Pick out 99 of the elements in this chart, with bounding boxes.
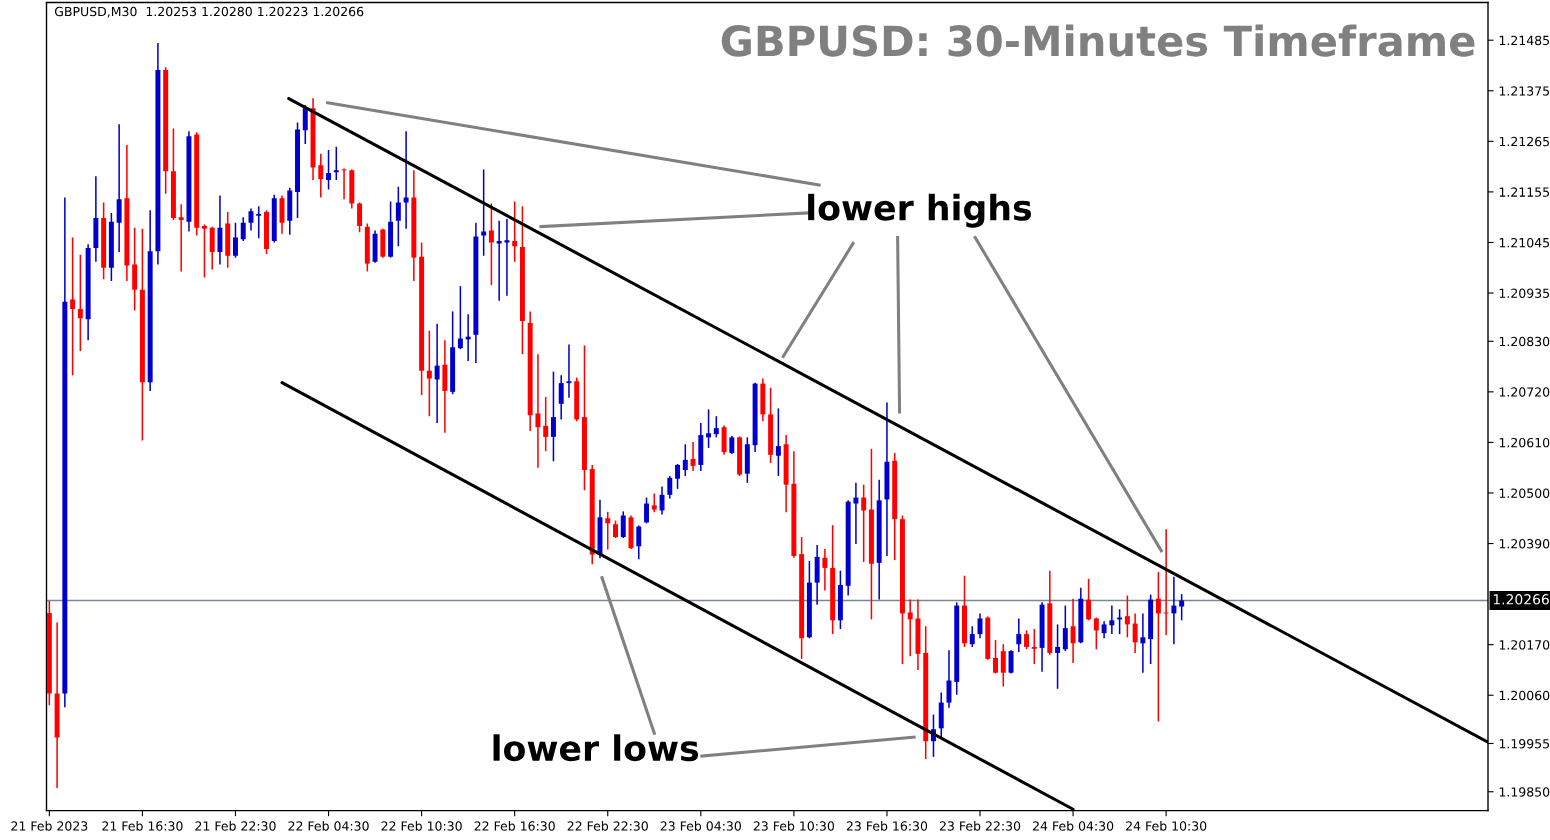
y-tick-label: 1.19955 bbox=[1499, 738, 1550, 749]
candlestick bbox=[969, 625, 975, 648]
candlestick bbox=[907, 598, 913, 657]
candlestick bbox=[675, 463, 681, 490]
candlestick bbox=[496, 220, 502, 302]
candlestick bbox=[690, 441, 696, 472]
candlestick bbox=[1109, 604, 1115, 635]
candlestick bbox=[357, 201, 363, 234]
candlestick bbox=[395, 186, 401, 247]
candlestick bbox=[178, 203, 184, 273]
candlestick bbox=[636, 524, 642, 560]
candlestick bbox=[861, 483, 867, 563]
y-tick-label: 1.20720 bbox=[1499, 387, 1550, 397]
x-tick-label: 23 Feb 16:30 bbox=[846, 821, 928, 831]
y-tick-label: 1.20935 bbox=[1499, 288, 1550, 298]
candlestick bbox=[682, 443, 688, 477]
candlestick bbox=[550, 370, 556, 463]
x-tick-label: 22 Feb 10:30 bbox=[381, 821, 462, 831]
candlestick bbox=[651, 492, 657, 514]
x-tick-label: 22 Feb 16:30 bbox=[474, 821, 555, 831]
y-tick-label: 1.20610 bbox=[1499, 437, 1550, 448]
candlestick bbox=[644, 496, 649, 525]
candlestick bbox=[667, 475, 673, 500]
candlestick bbox=[543, 396, 549, 452]
x-tick-label: 21 Feb 16:30 bbox=[102, 821, 183, 831]
candlestick bbox=[535, 353, 541, 469]
candlestick bbox=[333, 146, 339, 181]
candlestick bbox=[1163, 528, 1169, 636]
annotation: lower highs bbox=[808, 193, 1032, 228]
y-tick-label: 1.21045 bbox=[1499, 237, 1550, 248]
y-tick-label: 1.20830 bbox=[1499, 336, 1550, 347]
candlestick bbox=[566, 343, 572, 399]
x-tick-label: 23 Feb 10:30 bbox=[753, 821, 835, 831]
candlestick bbox=[201, 223, 207, 279]
y-tick-label: 1.20390 bbox=[1499, 539, 1550, 549]
candlestick bbox=[1055, 623, 1061, 690]
candlestick bbox=[481, 168, 487, 257]
candlestick bbox=[504, 218, 510, 297]
candlestick bbox=[1016, 617, 1022, 653]
candlestick bbox=[1070, 597, 1076, 664]
candlestick bbox=[1171, 575, 1177, 645]
candlestick bbox=[403, 130, 409, 230]
candlestick bbox=[558, 374, 564, 421]
candlestick bbox=[240, 216, 246, 242]
candlestick bbox=[605, 511, 611, 551]
candlestick bbox=[1155, 571, 1161, 723]
x-tick-label: 23 Feb 22:30 bbox=[939, 821, 1021, 831]
y-tick-label: 1.19850 bbox=[1499, 787, 1550, 797]
candlestick bbox=[434, 323, 440, 424]
candlestick bbox=[993, 639, 998, 675]
x-tick-label: 21 Feb 22:30 bbox=[195, 821, 276, 831]
y-tick-label: 1.21375 bbox=[1499, 86, 1550, 96]
x-tick-label: 22 Feb 04:30 bbox=[288, 821, 369, 831]
candlestick bbox=[326, 149, 332, 191]
candlestick bbox=[775, 407, 781, 477]
candlestick bbox=[426, 329, 432, 417]
candlestick bbox=[1062, 604, 1068, 652]
candlestick bbox=[706, 408, 712, 449]
candlestick bbox=[713, 415, 719, 439]
y-tick-label: 1.21265 bbox=[1499, 136, 1550, 147]
x-tick-label: 23 Feb 04:30 bbox=[660, 821, 741, 831]
y-tick-label: 1.21485 bbox=[1499, 35, 1550, 46]
candlestick bbox=[1031, 628, 1037, 665]
y-tick-label: 1.20060 bbox=[1499, 690, 1550, 701]
candlestick bbox=[853, 482, 859, 545]
annotation: GBPUSD,M30 1.20253 1.20280 1.20223 1.20266 bbox=[54, 6, 364, 18]
candlestick bbox=[341, 167, 347, 201]
candlestick bbox=[457, 285, 463, 350]
candlestick bbox=[1179, 593, 1185, 622]
candlestick bbox=[1008, 649, 1014, 675]
candlestick bbox=[318, 152, 324, 199]
candlestick bbox=[822, 548, 828, 592]
candlestick bbox=[1024, 629, 1030, 651]
x-tick-label: 22 Feb 22:30 bbox=[567, 821, 648, 831]
x-tick-label: 24 Feb 10:30 bbox=[1126, 821, 1207, 831]
x-tick-label: 21 Feb 2023 bbox=[11, 821, 88, 831]
candlestick bbox=[116, 123, 122, 253]
candlestick bbox=[1093, 616, 1099, 651]
y-tick-label: 1.20500 bbox=[1499, 488, 1550, 498]
candlestick bbox=[1124, 594, 1130, 639]
candlestick bbox=[1000, 643, 1006, 688]
x-tick-label: 24 Feb 04:30 bbox=[1032, 821, 1114, 831]
candlestick bbox=[1086, 578, 1092, 622]
candlestick bbox=[233, 221, 238, 259]
candlestick bbox=[659, 485, 665, 516]
candlestick bbox=[620, 510, 626, 539]
annotation: lower lows bbox=[493, 734, 699, 762]
y-tick-label: 1.21155 bbox=[1499, 187, 1550, 197]
candlestick bbox=[256, 205, 262, 240]
candlestick bbox=[70, 236, 76, 377]
ref-line-label: 1.20266 bbox=[1493, 594, 1549, 605]
candlestick bbox=[302, 104, 308, 145]
candlestick bbox=[488, 202, 494, 286]
y-tick-label: 1.20170 bbox=[1499, 640, 1550, 650]
candlestick bbox=[1132, 612, 1138, 654]
chart-title: GBPUSD: 30-Minutes Timeframe bbox=[721, 24, 1475, 57]
candlestick bbox=[77, 254, 83, 352]
candlestick bbox=[1140, 612, 1146, 674]
candlestick bbox=[512, 200, 518, 263]
